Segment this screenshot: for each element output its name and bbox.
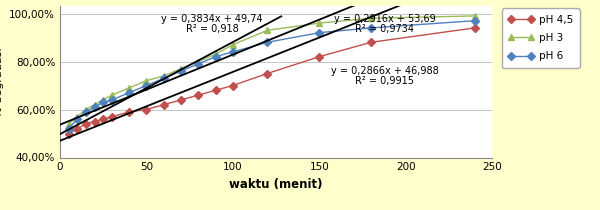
pH 6 <box>178 70 185 72</box>
pH 3 <box>264 29 271 32</box>
pH 4,5 <box>194 94 202 96</box>
pH 3 <box>100 99 107 101</box>
pH 3 <box>160 75 167 77</box>
pH 3 <box>229 43 236 46</box>
pH 3 <box>316 22 323 24</box>
pH 4,5 <box>82 123 89 125</box>
pH 4,5 <box>316 55 323 58</box>
Line: pH 4,5: pH 4,5 <box>66 25 478 136</box>
Text: R² = 0,918: R² = 0,918 <box>185 24 238 34</box>
pH 4,5 <box>471 27 478 29</box>
X-axis label: waktu (menit): waktu (menit) <box>229 178 323 191</box>
pH 3 <box>82 108 89 111</box>
pH 3 <box>367 17 374 20</box>
pH 4,5 <box>229 84 236 87</box>
Text: R² = 0,9915: R² = 0,9915 <box>355 76 415 86</box>
pH 3 <box>178 67 185 70</box>
pH 3 <box>91 104 98 106</box>
pH 6 <box>74 118 81 120</box>
pH 4,5 <box>125 111 133 113</box>
pH 3 <box>194 60 202 63</box>
pH 6 <box>212 55 219 58</box>
pH 4,5 <box>143 108 150 111</box>
pH 6 <box>65 127 72 130</box>
pH 6 <box>160 77 167 80</box>
Line: pH 3: pH 3 <box>65 12 478 127</box>
pH 6 <box>91 106 98 108</box>
pH 6 <box>264 41 271 43</box>
pH 3 <box>143 79 150 82</box>
pH 4,5 <box>160 104 167 106</box>
pH 4,5 <box>74 127 81 130</box>
Y-axis label: % degradasi: % degradasi <box>0 47 4 117</box>
Line: pH 6: pH 6 <box>66 18 478 131</box>
pH 6 <box>471 20 478 22</box>
Text: y = 0,2916x + 53,69: y = 0,2916x + 53,69 <box>334 14 436 24</box>
pH 6 <box>125 91 133 94</box>
pH 6 <box>108 99 115 101</box>
pH 6 <box>367 27 374 29</box>
Text: R² = 0,9734: R² = 0,9734 <box>355 24 415 34</box>
pH 4,5 <box>91 120 98 123</box>
pH 6 <box>100 101 107 104</box>
pH 3 <box>471 15 478 17</box>
pH 4,5 <box>264 72 271 75</box>
pH 6 <box>143 84 150 87</box>
pH 3 <box>74 116 81 118</box>
pH 4,5 <box>65 132 72 135</box>
pH 4,5 <box>178 99 185 101</box>
pH 6 <box>229 51 236 53</box>
pH 4,5 <box>108 116 115 118</box>
pH 4,5 <box>212 89 219 92</box>
pH 6 <box>82 111 89 113</box>
pH 3 <box>108 94 115 96</box>
pH 6 <box>194 63 202 65</box>
pH 4,5 <box>367 41 374 43</box>
pH 3 <box>125 87 133 89</box>
Text: y = 0,3834x + 49,74: y = 0,3834x + 49,74 <box>161 14 263 24</box>
pH 3 <box>212 53 219 56</box>
Legend: pH 4,5, pH 3, pH 6: pH 4,5, pH 3, pH 6 <box>502 8 580 68</box>
pH 3 <box>65 123 72 125</box>
Text: y = 0,2866x + 46,988: y = 0,2866x + 46,988 <box>331 66 439 76</box>
pH 6 <box>316 32 323 34</box>
pH 4,5 <box>100 118 107 120</box>
